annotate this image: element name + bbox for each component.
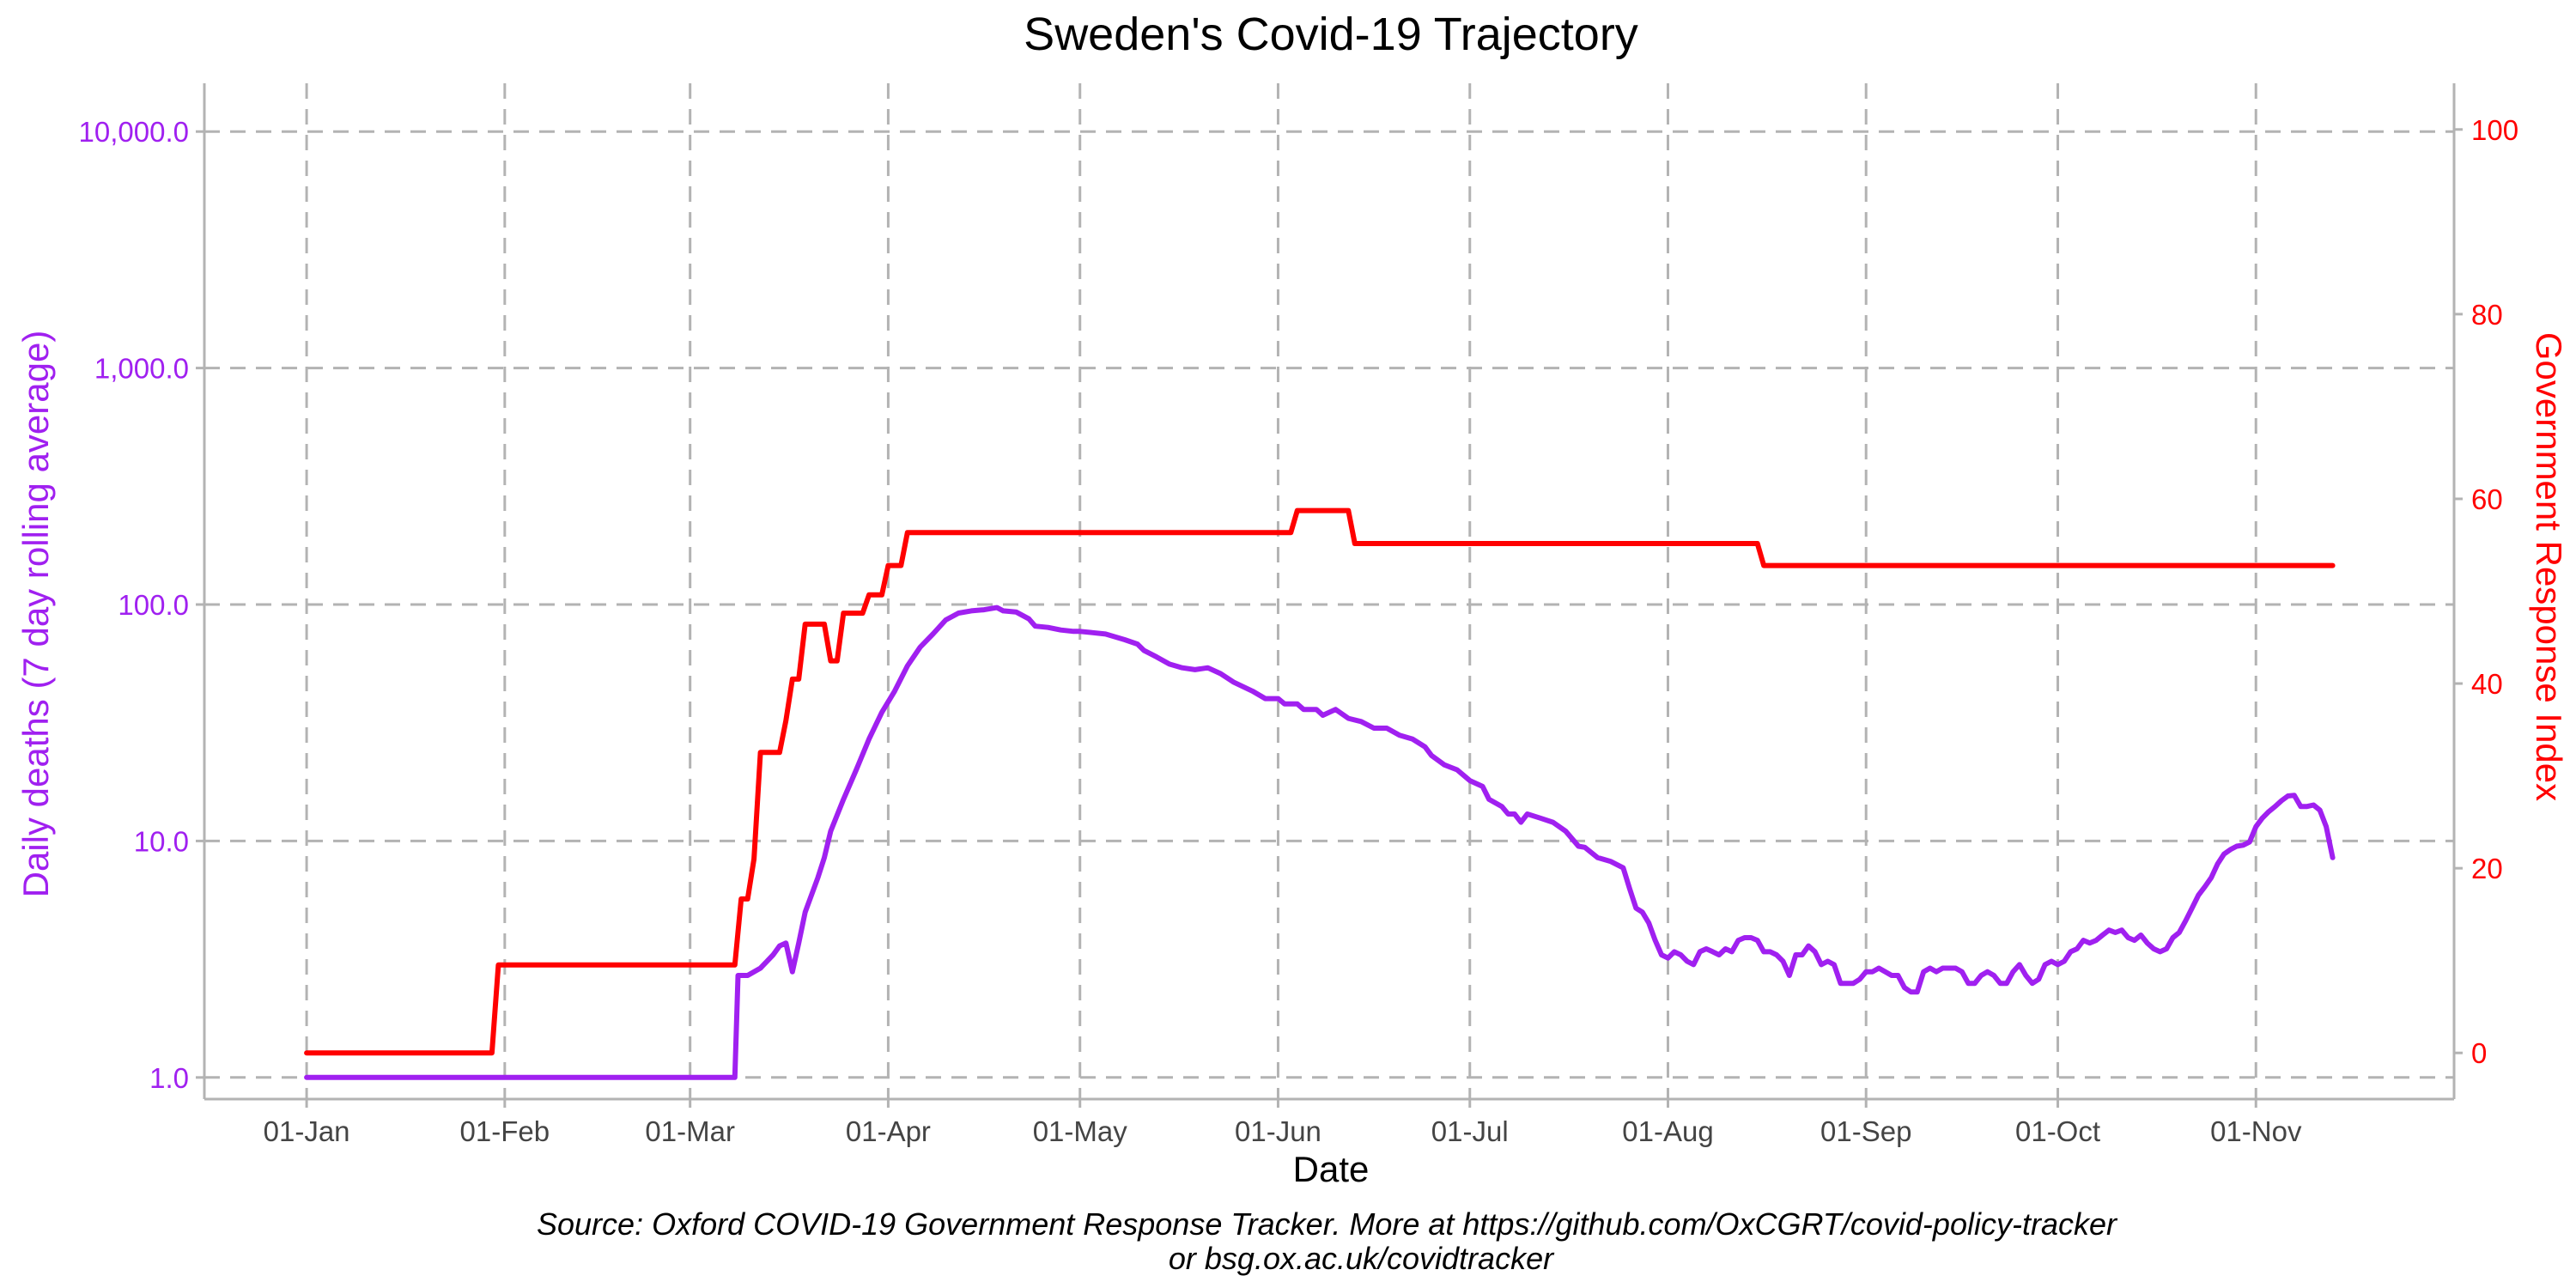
label-layer: 01-Jan 01-Feb 01-Mar 01-Apr 01-May 01-Jun 01-J… [79, 114, 2519, 1147]
right-y-tick-label: 60 [2471, 483, 2503, 515]
left-y-tick-label: 1,000.0 [94, 353, 189, 385]
x-tick-label: 01-Nov [2210, 1115, 2302, 1147]
grid-layer [204, 83, 2454, 1099]
right-y-tick-label: 100 [2471, 114, 2518, 146]
x-tick-label: 01-Jul [1431, 1115, 1509, 1147]
x-tick-label: 01-Aug [1622, 1115, 1713, 1147]
left-y-axis-title: Daily deaths (7 day rolling average) [15, 331, 56, 898]
x-axis-title: Date [1293, 1149, 1370, 1189]
x-tick-label: 01-Jan [264, 1115, 350, 1147]
left-y-tick-label: 100.0 [118, 589, 189, 621]
x-tick-label: 01-Feb [460, 1115, 550, 1147]
x-tick-label: 01-Oct [2015, 1115, 2100, 1147]
right-y-tick-label: 80 [2471, 299, 2503, 331]
caption-line-1: Source: Oxford COVID-19 Government Respo… [537, 1206, 2118, 1242]
x-tick-label: 01-Mar [645, 1115, 735, 1147]
left-y-tick-label: 1.0 [149, 1062, 189, 1094]
x-tick-label: 01-May [1033, 1115, 1128, 1147]
right-y-tick-label: 0 [2471, 1037, 2487, 1069]
series-layer [304, 507, 2336, 1080]
axis-layer [196, 83, 2463, 1108]
right-y-axis-title: Government Response Index [2529, 332, 2569, 801]
x-tick-label: 01-Sep [1820, 1115, 1911, 1147]
left-y-tick-label: 10,000.0 [79, 116, 189, 148]
left-y-tick-label: 10.0 [134, 825, 189, 857]
daily-deaths-line [304, 605, 2336, 1080]
caption-line-2: or bsg.ox.ac.uk/covidtracker [1169, 1241, 1555, 1276]
government-response-index-line [304, 507, 2336, 1056]
chart-title: Sweden's Covid-19 Trajectory [1024, 9, 1638, 60]
right-y-tick-label: 40 [2471, 668, 2503, 700]
x-tick-label: 01-Apr [846, 1115, 931, 1147]
x-tick-label: 01-Jun [1235, 1115, 1321, 1147]
right-y-tick-label: 20 [2471, 853, 2503, 884]
